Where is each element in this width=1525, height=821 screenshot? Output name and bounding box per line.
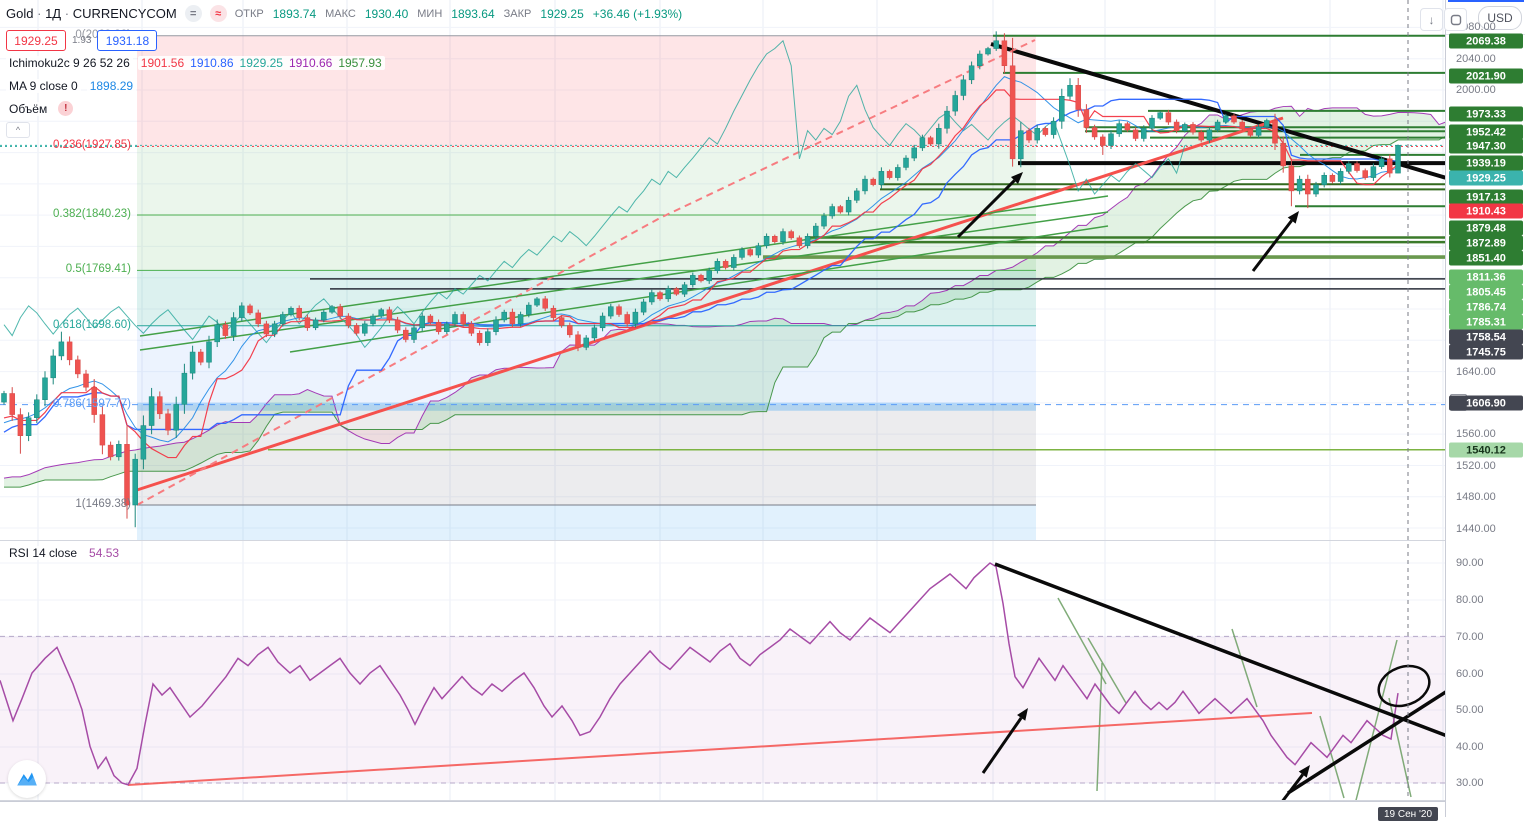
fullscreen-icon	[1450, 14, 1461, 25]
rsi-value: 54.53	[86, 546, 123, 560]
fullscreen-button[interactable]	[1444, 8, 1467, 31]
high-label: МАКС	[325, 7, 356, 20]
price-tick-label: 50.00	[1456, 704, 1484, 716]
ma-title: MA 9 close 0	[6, 79, 81, 93]
volume-legend[interactable]: Объём !	[6, 101, 74, 116]
price-tick-label: 1440.00	[1456, 523, 1496, 535]
fib-level-label: 0.5(1769.41)	[65, 263, 131, 276]
separator-dot: ·	[37, 6, 42, 21]
price-badge: 1947.30	[1449, 138, 1523, 154]
delayed-data-icon[interactable]: ≈	[209, 5, 227, 22]
open-value: 1893.74	[272, 6, 317, 21]
high-value: 1930.40	[364, 6, 409, 21]
ichimoku-value: 1910.86	[190, 56, 234, 70]
price-scale[interactable]: USD + 2080.002040.002000.001640.001560.0…	[1445, 0, 1525, 817]
time-axis[interactable]: 19 Сен '20	[0, 801, 1445, 821]
symbol-title[interactable]: Gold · 1Д · CURRENCYCOM	[6, 6, 177, 21]
chart-legend-header: Gold · 1Д · CURRENCYCOM = ≈ ОТКР 1893.74…	[6, 5, 682, 22]
price-badge: 1851.40	[1449, 250, 1523, 266]
low-label: МИН	[417, 7, 443, 20]
ichimoku-value: 1910.66	[288, 56, 333, 70]
ohlc-stats: ОТКР 1893.74 МАКС 1930.40 МИН 1893.64 ЗА…	[235, 7, 682, 21]
price-badge: 1917.13	[1449, 189, 1523, 205]
currency-button[interactable]: USD	[1478, 6, 1522, 30]
price-tick-label: 90.00	[1456, 557, 1484, 569]
price-badge: 1973.33	[1449, 106, 1523, 122]
quote-row: 1929.25 1.93 1931.18	[6, 30, 158, 51]
price-tick-label: 2000.00	[1456, 84, 1496, 96]
ma-value: 1898.29	[86, 79, 137, 93]
price-tick-label: 40.00	[1456, 741, 1484, 753]
tradingview-logo[interactable]	[8, 760, 46, 798]
pane-separator[interactable]	[0, 540, 1525, 541]
ichimoku-value: 1901.56	[140, 56, 185, 70]
price-tick-label: 80.00	[1456, 594, 1484, 606]
price-tick-label: 1480.00	[1456, 491, 1496, 503]
price-chart-canvas[interactable]	[0, 0, 1445, 801]
volume-title: Объём	[6, 101, 51, 116]
price-badge: 2021.90	[1449, 68, 1523, 84]
volume-warning-icon[interactable]: !	[58, 101, 74, 116]
spread-value: 1.93	[72, 35, 92, 46]
price-badge: 1745.75	[1449, 344, 1523, 360]
price-tick-label: 30.00	[1456, 777, 1484, 789]
price-badge: 1952.42	[1449, 124, 1523, 140]
crosshair-date-badge: 19 Сен '20	[1378, 807, 1438, 821]
symbol-name: Gold	[6, 6, 34, 21]
price-tick-label: 1560.00	[1456, 428, 1496, 440]
ichimoku-title: Ichimoku2c 9 26 52 26	[6, 56, 133, 70]
price-badge: 1786.74	[1449, 299, 1523, 315]
price-badge: 1939.19	[1449, 155, 1523, 171]
ichimoku-legend[interactable]: Ichimoku2c 9 26 52 26 1901.56 1910.86 1929…	[6, 56, 385, 70]
ichimoku-value: 1929.25	[239, 56, 283, 70]
rsi-title: RSI 14 close	[6, 546, 81, 560]
price-badge: 1872.89	[1449, 235, 1523, 251]
collapse-legend-button[interactable]: ^	[6, 122, 30, 138]
pane-separator[interactable]	[0, 800, 1525, 801]
price-tick-label: 70.00	[1456, 631, 1484, 643]
price-tick-label: 1520.00	[1456, 460, 1496, 472]
fib-level-label: 0.236(1927.85)	[52, 139, 131, 152]
close-label: ЗАКР	[503, 7, 532, 20]
ichimoku-values: 1901.56 1910.86 1929.25 1910.66 1957.93	[137, 56, 385, 70]
price-badge: 1758.54	[1449, 329, 1523, 345]
price-badge: 2069.38	[1449, 33, 1523, 49]
price-badge: 1805.45	[1449, 284, 1523, 300]
price-tick-label: 2040.00	[1456, 53, 1496, 65]
download-button[interactable]: ↓	[1420, 8, 1443, 31]
price-badge: 1606.90	[1449, 395, 1523, 411]
price-badge: 1811.36	[1449, 269, 1523, 285]
instrument-status-icon[interactable]: =	[184, 5, 202, 22]
price-badge: 1929.25	[1449, 170, 1523, 186]
close-value: 1929.25	[540, 6, 584, 21]
price-badge: 1540.12	[1449, 442, 1523, 458]
rsi-legend[interactable]: RSI 14 close 54.53	[6, 546, 123, 560]
scale-highlight-strip	[1448, 0, 1524, 2]
interval-label[interactable]: 1Д	[45, 6, 62, 21]
fib-level-label: 0.618(1698.60)	[52, 318, 131, 331]
price-tick-label: 60.00	[1456, 668, 1484, 680]
mountain-icon	[17, 772, 37, 786]
price-badge: 1910.43	[1449, 203, 1523, 219]
chevron-up-icon: ^	[15, 125, 21, 135]
price-tick-label: 1640.00	[1456, 366, 1496, 378]
exchange-label: CURRENCYCOM	[72, 6, 177, 21]
change-value: +36.46 (+1.93%)	[592, 6, 683, 21]
download-icon: ↓	[1428, 12, 1435, 27]
open-label: ОТКР	[234, 7, 264, 20]
separator-dot: ·	[64, 6, 70, 21]
buy-button[interactable]: 1931.18	[97, 30, 158, 51]
price-badge: 1785.31	[1449, 314, 1523, 330]
ichimoku-value: 1957.93	[338, 56, 382, 70]
price-badge: 1879.48	[1449, 220, 1523, 236]
fib-level-label: 0.786(1597.77)	[52, 397, 131, 410]
low-value: 1893.64	[451, 6, 495, 21]
fib-level-label: 0.382(1840.23)	[52, 207, 131, 220]
fib-level-label: 1(1469.38)	[75, 498, 131, 511]
ma-legend[interactable]: MA 9 close 0 1898.29	[6, 79, 137, 93]
sell-button[interactable]: 1929.25	[6, 30, 66, 51]
